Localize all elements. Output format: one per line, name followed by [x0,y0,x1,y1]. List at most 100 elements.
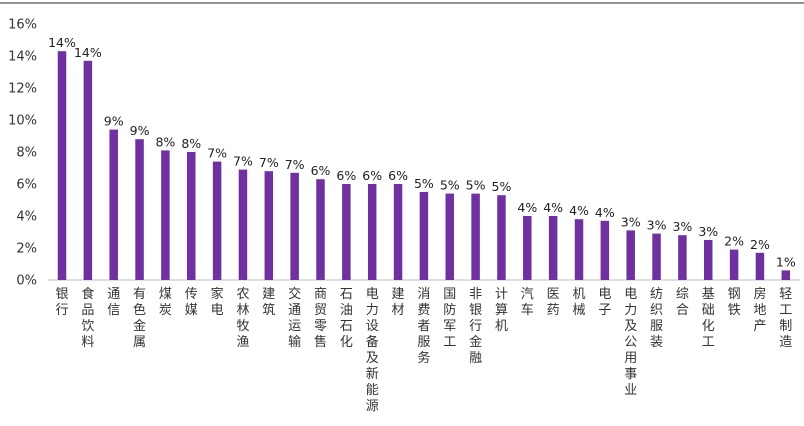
data-label: 9% [130,123,150,138]
bar [471,193,480,280]
data-label: 6% [362,168,382,183]
bar [135,139,144,280]
data-label: 5% [440,178,460,193]
data-label: 14% [74,45,102,60]
x-tick-label: 钢铁 [728,287,741,318]
x-tick-label: 建材 [392,287,405,318]
data-label: 4% [543,200,563,215]
bar [212,161,222,280]
data-label: 7% [259,155,279,170]
x-tick-label: 银行 [55,287,68,318]
data-label: 7% [207,146,227,161]
bar [548,216,558,280]
data-label: 4% [569,203,589,218]
bar [652,233,661,280]
x-tick-label: 轻工制造 [779,287,792,350]
y-tick-label: 6% [16,178,37,193]
x-tick-label: 电力及公用事业 [624,287,637,398]
y-tick-label: 14% [8,50,37,65]
data-label: 4% [595,205,615,220]
x-axis-labels: 银行食品饮料通信有色金属煤炭传媒家电农林牧渔建筑交通运输商贸零售石油石化电力设备… [55,286,792,414]
bar [523,216,532,280]
x-tick-label: 综合 [676,287,689,318]
bar [161,150,170,280]
bar [445,193,454,280]
bar [290,172,299,280]
data-label: 1% [776,254,796,269]
bar [367,184,377,280]
bar [678,235,687,280]
data-label: 6% [311,163,331,178]
y-tick-label: 10% [8,114,37,129]
data-label: 9% [104,114,124,129]
x-tick-label: 有色金属 [133,287,146,350]
y-tick-label: 8% [16,146,37,161]
bar [781,270,791,280]
bar [393,184,403,280]
y-tick-label: 12% [8,82,37,97]
x-tick-label: 石油石化 [340,287,353,350]
data-label: 14% [48,35,76,50]
x-tick-label: 商贸零售 [314,287,327,350]
data-label: 2% [750,237,770,252]
bar [600,220,610,280]
x-tick-label: 医药 [547,287,560,318]
x-tick-label: 建筑 [262,287,275,318]
x-tick-label: 机械 [572,287,585,318]
data-label: 6% [336,168,356,183]
data-label: 4% [517,200,537,215]
x-tick-label: 纺织服装 [650,287,663,350]
data-label: 5% [414,176,434,191]
data-label: 7% [233,154,253,169]
x-tick-label: 交通运输 [288,286,301,350]
x-tick-label: 食品饮料 [81,286,94,350]
x-tick-label: 国防军工 [443,287,456,350]
x-tick-label: 基础化工 [702,287,715,350]
bar [238,169,248,280]
bar [264,171,274,280]
x-tick-label: 汽车 [521,287,534,318]
bar [316,179,325,280]
data-label: 2% [724,234,744,249]
bar [704,240,713,280]
y-tick-label: 2% [16,242,37,257]
x-tick-label: 非银行金融 [469,287,482,366]
x-tick-label: 房地产 [753,286,766,334]
x-tick-label: 消费者服务 [417,287,430,366]
bar [83,60,93,280]
x-tick-label: 传媒 [185,287,198,318]
bar-series [57,51,791,281]
data-label: 3% [698,224,718,239]
bar [729,249,739,280]
data-label: 6% [388,168,408,183]
data-label: 8% [181,136,201,151]
x-tick-label: 电力设备及新能源 [366,287,379,414]
bar [574,219,584,280]
x-tick-label: 计算机 [495,287,508,334]
data-label: 3% [621,214,641,229]
bar [187,152,196,280]
x-tick-label: 农林牧渔 [236,287,249,350]
x-tick-label: 电子 [598,287,611,318]
data-label: 7% [285,157,305,172]
x-tick-label: 通信 [107,287,120,318]
data-label: 8% [155,134,175,149]
bar [109,129,118,280]
y-axis: 0% 2% 4% 6% 8% 10% 12% 14% 16% [8,18,37,289]
bar [497,195,506,280]
data-label: 3% [647,218,667,233]
data-labels: 14%14% 9% 9% 8% 8% 7% 7% 7% 7% 6% 6% 6% 6% 5% 5% 5% 5% 4%… [48,35,796,269]
y-tick-label: 0% [16,274,37,289]
bar [57,51,67,281]
x-tick-label: 煤炭 [159,287,172,318]
data-label: 5% [492,179,512,194]
data-label: 5% [466,178,486,193]
y-tick-label: 16% [8,18,37,33]
bar [342,184,351,280]
bar [755,252,765,280]
data-label: 3% [672,219,692,234]
y-tick-label: 4% [16,210,37,225]
bar [419,192,429,280]
x-tick-label: 家电 [211,286,224,318]
